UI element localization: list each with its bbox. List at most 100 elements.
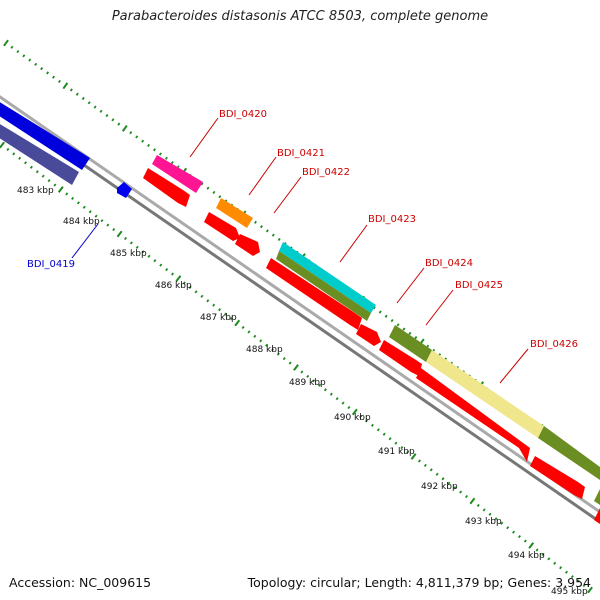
- scale-tick: [453, 486, 457, 490]
- scale-tick: [182, 281, 186, 285]
- feature-khaki[interactable]: [426, 350, 544, 438]
- gene-label-bdi-0426[interactable]: BDI_0426: [530, 339, 578, 350]
- scale-tick: [265, 229, 269, 233]
- scale-tick: [587, 586, 593, 594]
- scale-tick: [229, 316, 233, 321]
- scale-tick: [29, 165, 33, 169]
- feature-red[interactable]: [235, 234, 260, 256]
- scale-tick: [75, 92, 79, 96]
- scale-tick: [429, 468, 433, 472]
- scale-tick: [106, 223, 110, 227]
- feature-red[interactable]: [379, 340, 422, 376]
- scale-tick: [135, 245, 139, 249]
- feature-olive[interactable]: [594, 489, 600, 505]
- gene-label-bdi-0424[interactable]: BDI_0424: [425, 258, 473, 269]
- scale-label: 490 kbp: [334, 413, 371, 423]
- feature-pink[interactable]: [152, 155, 203, 193]
- feature-red[interactable]: [266, 258, 362, 330]
- scale-label: 483 kbp: [17, 186, 54, 196]
- scale-tick: [459, 490, 463, 494]
- scale-tick: [87, 101, 91, 105]
- scale-tick: [523, 539, 527, 543]
- scale-tick: [141, 250, 145, 254]
- scale-tick: [12, 152, 16, 156]
- scale-tick: [323, 388, 327, 392]
- gene-label-bdi-0420[interactable]: BDI_0420: [219, 109, 267, 120]
- feature-red[interactable]: [143, 168, 190, 207]
- scale-tick: [40, 67, 44, 71]
- scale-label: 486 kbp: [155, 281, 192, 291]
- scale-tick: [547, 557, 551, 561]
- feature-olive[interactable]: [276, 251, 371, 321]
- feature-red[interactable]: [204, 212, 240, 241]
- scale-tick: [62, 82, 69, 90]
- scale-tick: [259, 339, 263, 343]
- scale-tick: [53, 183, 57, 187]
- scale-tick: [318, 383, 322, 387]
- scale-tick: [541, 552, 545, 556]
- feature-red[interactable]: [594, 508, 600, 524]
- scale-tick: [212, 303, 216, 307]
- scale-tick: [359, 414, 363, 419]
- scale-tick: [482, 508, 486, 512]
- scale-tick: [576, 579, 580, 583]
- scale-tick: [99, 109, 103, 113]
- scale-tick: [277, 237, 281, 242]
- scale-tick: [559, 566, 563, 570]
- scale-tick: [528, 542, 535, 549]
- scale-tick: [402, 327, 406, 331]
- feature-olive[interactable]: [538, 426, 600, 480]
- gene-labels: BDI_0419 BDI_0420 BDI_0421 BDI_0422 BDI_…: [27, 109, 578, 350]
- scale-tick: [234, 319, 241, 327]
- scale-tick: [396, 323, 400, 327]
- scale-tick: [170, 160, 174, 165]
- scale-tick: [417, 459, 421, 463]
- scale-tick: [6, 147, 10, 152]
- scale-tick: [300, 370, 304, 374]
- feature-cyan[interactable]: [279, 242, 376, 313]
- scale-tick: [46, 71, 50, 75]
- scale-tick: [135, 135, 139, 139]
- scale-tick: [52, 75, 56, 79]
- scale-tick: [41, 174, 45, 178]
- scale-tick: [253, 334, 257, 338]
- scale-tick: [394, 441, 398, 445]
- scale-tick: [47, 179, 51, 183]
- scale-tick: [171, 272, 175, 276]
- scale-tick: [276, 352, 280, 356]
- gene-label-bdi-0425[interactable]: BDI_0425: [455, 280, 503, 291]
- feature-small-blue[interactable]: [117, 182, 132, 198]
- scale-tick: [370, 423, 374, 427]
- feature-olive[interactable]: [389, 325, 432, 362]
- feature-orange[interactable]: [216, 198, 253, 228]
- gene-label-bdi-0422[interactable]: BDI_0422: [302, 167, 350, 178]
- scale-tick: [206, 299, 210, 303]
- scale-tick: [312, 379, 316, 383]
- scale-labels: 483 kbp 484 kbp 485 kbp 486 kbp 487 kbp …: [17, 186, 588, 597]
- scale-tick: [194, 290, 198, 294]
- feature-slate-blue[interactable]: [0, 118, 79, 185]
- scale-tick: [564, 570, 568, 574]
- scale-tick: [270, 348, 274, 352]
- feature-blue[interactable]: [0, 96, 90, 170]
- gene-label-bdi-0423[interactable]: BDI_0423: [368, 214, 416, 225]
- scale-tick: [517, 535, 521, 539]
- scale-tick: [378, 310, 382, 314]
- scale-tick: [112, 227, 116, 232]
- feature-red[interactable]: [416, 368, 530, 462]
- scale-tick: [218, 308, 222, 312]
- scale-tick: [69, 88, 73, 92]
- scale-tick: [18, 156, 22, 160]
- scale-tick: [282, 357, 286, 361]
- gene-label-bdi-0421[interactable]: BDI_0421: [277, 148, 325, 159]
- scale-label: 489 kbp: [289, 378, 326, 388]
- gene-label-bdi-0419[interactable]: BDI_0419: [27, 259, 75, 270]
- scale-tick: [0, 141, 5, 149]
- feature-red[interactable]: [530, 456, 585, 499]
- scale-tick: [223, 312, 227, 316]
- scale-tick: [414, 336, 418, 340]
- feature-red[interactable]: [356, 324, 381, 346]
- scale-tick: [253, 220, 257, 224]
- scale-tick: [347, 405, 351, 410]
- scale-tick: [3, 39, 9, 47]
